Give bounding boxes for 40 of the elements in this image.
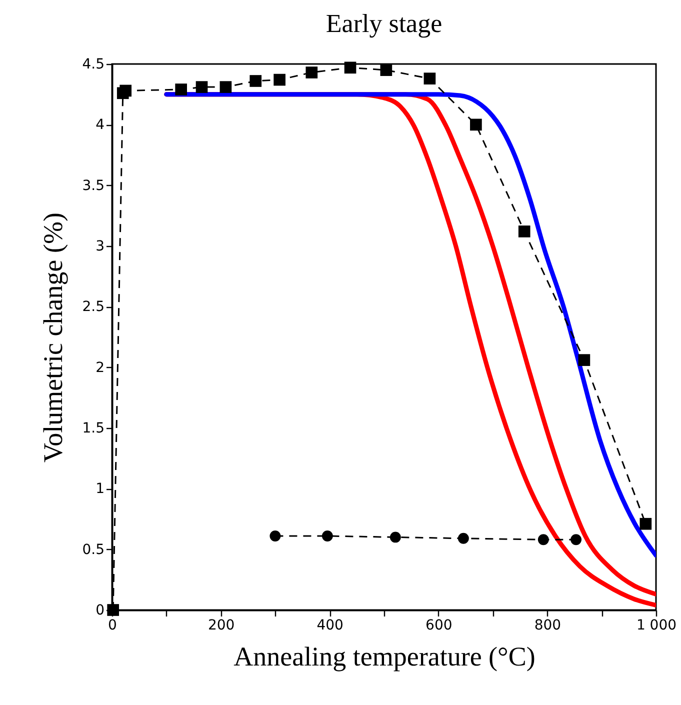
point — [640, 518, 652, 530]
point — [120, 84, 132, 97]
x-tick-label: 400 — [316, 618, 344, 634]
point — [578, 354, 590, 366]
y-tick-label: 1 — [96, 481, 104, 498]
x-tick-label: 0 — [108, 618, 117, 634]
y-tick-label: 3 — [96, 238, 104, 254]
point — [274, 74, 286, 86]
point — [322, 530, 333, 542]
x-tick-label: 200 — [208, 618, 235, 634]
point — [344, 62, 356, 74]
point — [250, 75, 262, 87]
y-tick-label: 2.5 — [82, 299, 104, 316]
point — [518, 226, 530, 238]
point — [458, 532, 469, 544]
point — [196, 81, 208, 93]
y-tick-label: 0.5 — [82, 542, 104, 558]
y-tick-label: 4.5 — [82, 56, 104, 72]
point — [538, 534, 549, 546]
point — [390, 532, 401, 543]
point — [306, 66, 318, 78]
y-tick-label: 0 — [96, 602, 104, 618]
y-tick-label: 3.5 — [82, 178, 104, 194]
point — [424, 72, 436, 84]
point — [570, 534, 582, 546]
x-tick-label: 600 — [426, 618, 452, 634]
point — [220, 81, 232, 93]
y-tick-label: 1.5 — [82, 420, 104, 436]
x-axis-title: Annealing temperature (°C) — [234, 642, 536, 672]
point — [270, 530, 281, 542]
y-axis-title: Volumetric change (%) — [38, 212, 68, 462]
y-tick-label: 4 — [96, 117, 105, 134]
point — [175, 84, 188, 96]
x-tick-label: 1 000 — [636, 618, 677, 634]
x-tick-label: 800 — [534, 618, 562, 634]
chart-title: Early stage — [326, 9, 442, 38]
y-tick-label: 2 — [96, 360, 104, 376]
point — [107, 604, 120, 616]
point — [470, 118, 482, 131]
point — [380, 64, 392, 76]
